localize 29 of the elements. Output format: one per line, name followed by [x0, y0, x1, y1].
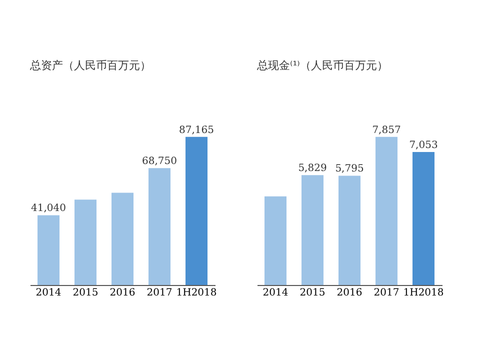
data-label: 5,795	[335, 164, 364, 175]
chart-title: 总现金⁽¹⁾（人民币百万元）	[256, 59, 388, 72]
data-label: 7,053	[409, 140, 438, 152]
x-tick-label: 2017	[146, 288, 172, 298]
data-label: 7,857	[372, 124, 401, 136]
x-tick-label: 2017	[374, 288, 400, 298]
data-label: 41,040	[31, 203, 66, 214]
bar	[338, 176, 360, 285]
bar	[302, 175, 324, 285]
x-tick-label: 2014	[262, 288, 288, 298]
data-label: 68,750	[142, 156, 177, 168]
bar	[264, 196, 286, 285]
bar	[112, 192, 134, 285]
bar	[74, 200, 96, 285]
bar	[38, 215, 60, 285]
x-tick-label: 2015	[300, 288, 326, 298]
x-tick-label: 2015	[72, 288, 98, 298]
x-tick-label: 1H2018	[176, 288, 217, 298]
chart-title: 总资产（人民币百万元）	[29, 59, 151, 72]
x-tick-label: 2016	[110, 288, 136, 298]
x-tick-label: 2014	[36, 288, 62, 298]
bar	[186, 136, 208, 285]
bar	[148, 168, 170, 285]
bar	[376, 136, 398, 285]
data-label: 5,829	[298, 163, 327, 174]
bar	[412, 152, 434, 285]
x-tick-label: 2016	[336, 288, 362, 298]
data-label: 87,165	[179, 124, 214, 136]
x-tick-label: 1H2018	[403, 288, 444, 298]
